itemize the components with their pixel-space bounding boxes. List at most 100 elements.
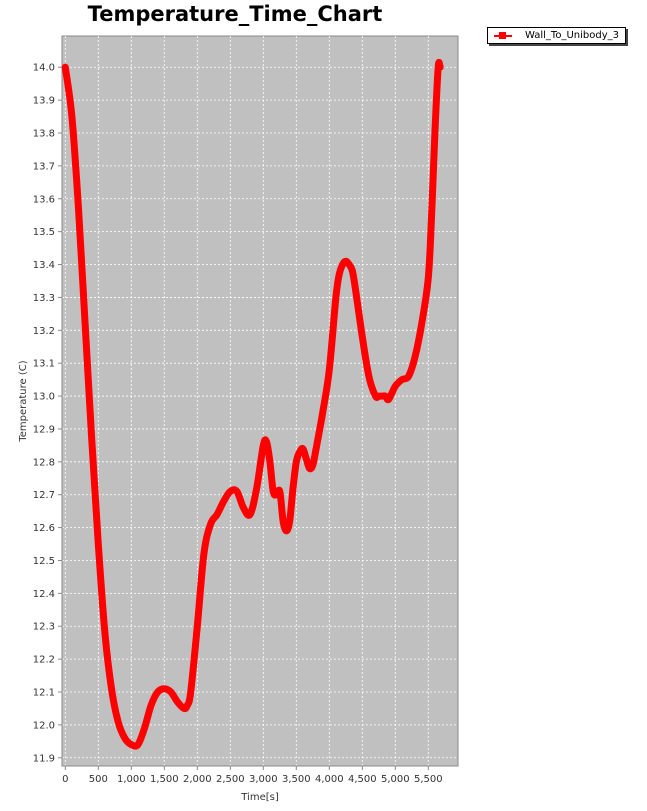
y-tick-label: 12.9 <box>33 424 55 435</box>
data-point <box>320 410 325 415</box>
chart-title: Temperature_Time_Chart <box>87 2 383 26</box>
x-tick-label: 4,500 <box>348 774 377 785</box>
data-point <box>208 522 213 527</box>
x-axis-label: Time[s] <box>240 792 279 803</box>
x-tick-label: 5,500 <box>414 774 443 785</box>
data-point <box>353 288 358 293</box>
data-point <box>76 206 81 211</box>
x-tick-label: 2,500 <box>216 774 245 785</box>
data-point <box>274 492 279 497</box>
y-tick-label: 13.4 <box>33 260 55 271</box>
data-point <box>155 690 160 695</box>
data-point <box>310 463 315 468</box>
y-tick-label: 13.7 <box>33 161 55 172</box>
data-point <box>195 624 200 629</box>
x-tick-label: 3,500 <box>282 774 311 785</box>
data-point <box>284 528 289 533</box>
data-point <box>221 499 226 504</box>
data-point <box>175 699 180 704</box>
y-tick-label: 12.6 <box>33 523 55 534</box>
y-tick-label: 12.3 <box>33 622 55 633</box>
data-point <box>304 456 309 461</box>
data-point <box>347 262 352 267</box>
data-point <box>271 489 276 494</box>
data-point <box>182 706 187 711</box>
y-tick-label: 13.6 <box>33 194 55 205</box>
y-tick-label: 12.0 <box>33 720 55 731</box>
data-point <box>89 436 94 441</box>
data-point <box>343 259 348 264</box>
data-point <box>300 446 305 451</box>
x-tick-label: 1,000 <box>117 774 146 785</box>
x-tick-label: 5,000 <box>381 774 410 785</box>
data-point <box>314 446 319 451</box>
data-point <box>129 742 134 747</box>
data-point <box>188 690 193 695</box>
data-point <box>248 512 253 517</box>
data-point <box>333 295 338 300</box>
data-point <box>429 213 434 218</box>
data-point <box>399 377 404 382</box>
data-point <box>373 394 378 399</box>
data-point <box>254 486 259 491</box>
data-point <box>149 703 154 708</box>
data-point <box>287 519 292 524</box>
data-point <box>393 384 398 389</box>
data-point <box>419 321 424 326</box>
data-point <box>228 489 233 494</box>
y-tick-label: 11.9 <box>33 753 55 764</box>
axis-layer <box>58 36 458 770</box>
data-point <box>241 505 246 510</box>
data-point <box>366 374 371 379</box>
y-tick-label: 13.2 <box>33 326 55 337</box>
data-point <box>406 374 411 379</box>
data-point <box>281 519 286 524</box>
data-point <box>340 262 345 267</box>
data-point <box>267 459 272 464</box>
data-point <box>376 394 381 399</box>
data-point <box>168 690 173 695</box>
data-point <box>135 742 140 747</box>
y-tick-label: 13.0 <box>33 392 55 403</box>
data-point <box>327 367 332 372</box>
data-point <box>360 334 365 339</box>
x-tick-label: 1,500 <box>150 774 179 785</box>
data-point <box>432 131 437 135</box>
data-point <box>185 703 190 708</box>
y-axis-label: Temperature (C) <box>18 360 29 442</box>
data-point <box>307 466 312 471</box>
y-tick-label: 13.8 <box>33 129 55 140</box>
tick-labels: 11.9 12.0 12.1 12.2 12.3 12.4 12.5 12.6 12.7 12.8… <box>33 63 443 785</box>
data-point <box>142 726 147 731</box>
grid-layer <box>62 36 458 766</box>
data-point <box>69 114 74 119</box>
data-point <box>63 65 68 70</box>
data-point <box>116 719 121 724</box>
y-tick-label: 13.3 <box>33 293 55 304</box>
y-tick-label: 14.0 <box>33 63 55 74</box>
x-tick-label: 0 <box>62 774 68 785</box>
y-tick-label: 12.1 <box>33 688 55 699</box>
data-point <box>162 686 167 691</box>
data-point <box>201 551 206 556</box>
legend: Wall_To_Unibody_3 <box>487 27 626 44</box>
y-tick-label: 13.5 <box>33 227 55 238</box>
y-tick-label: 13.1 <box>33 359 55 370</box>
data-point <box>102 630 107 635</box>
legend-label: Wall_To_Unibody_3 <box>525 30 619 41</box>
y-tick-label: 12.2 <box>33 655 55 666</box>
data-point <box>426 275 431 280</box>
data-point <box>277 489 282 494</box>
plot-area <box>61 35 459 767</box>
x-tick-label: 3,000 <box>249 774 278 785</box>
data-point <box>109 686 114 691</box>
data-point <box>261 443 266 448</box>
y-tick-label: 13.9 <box>33 96 55 107</box>
data-point <box>122 736 127 741</box>
y-tick-label: 12.5 <box>33 556 55 567</box>
data-point <box>83 321 88 326</box>
x-tick-label: 2,000 <box>183 774 212 785</box>
data-point <box>380 394 385 399</box>
data-point <box>438 65 443 70</box>
